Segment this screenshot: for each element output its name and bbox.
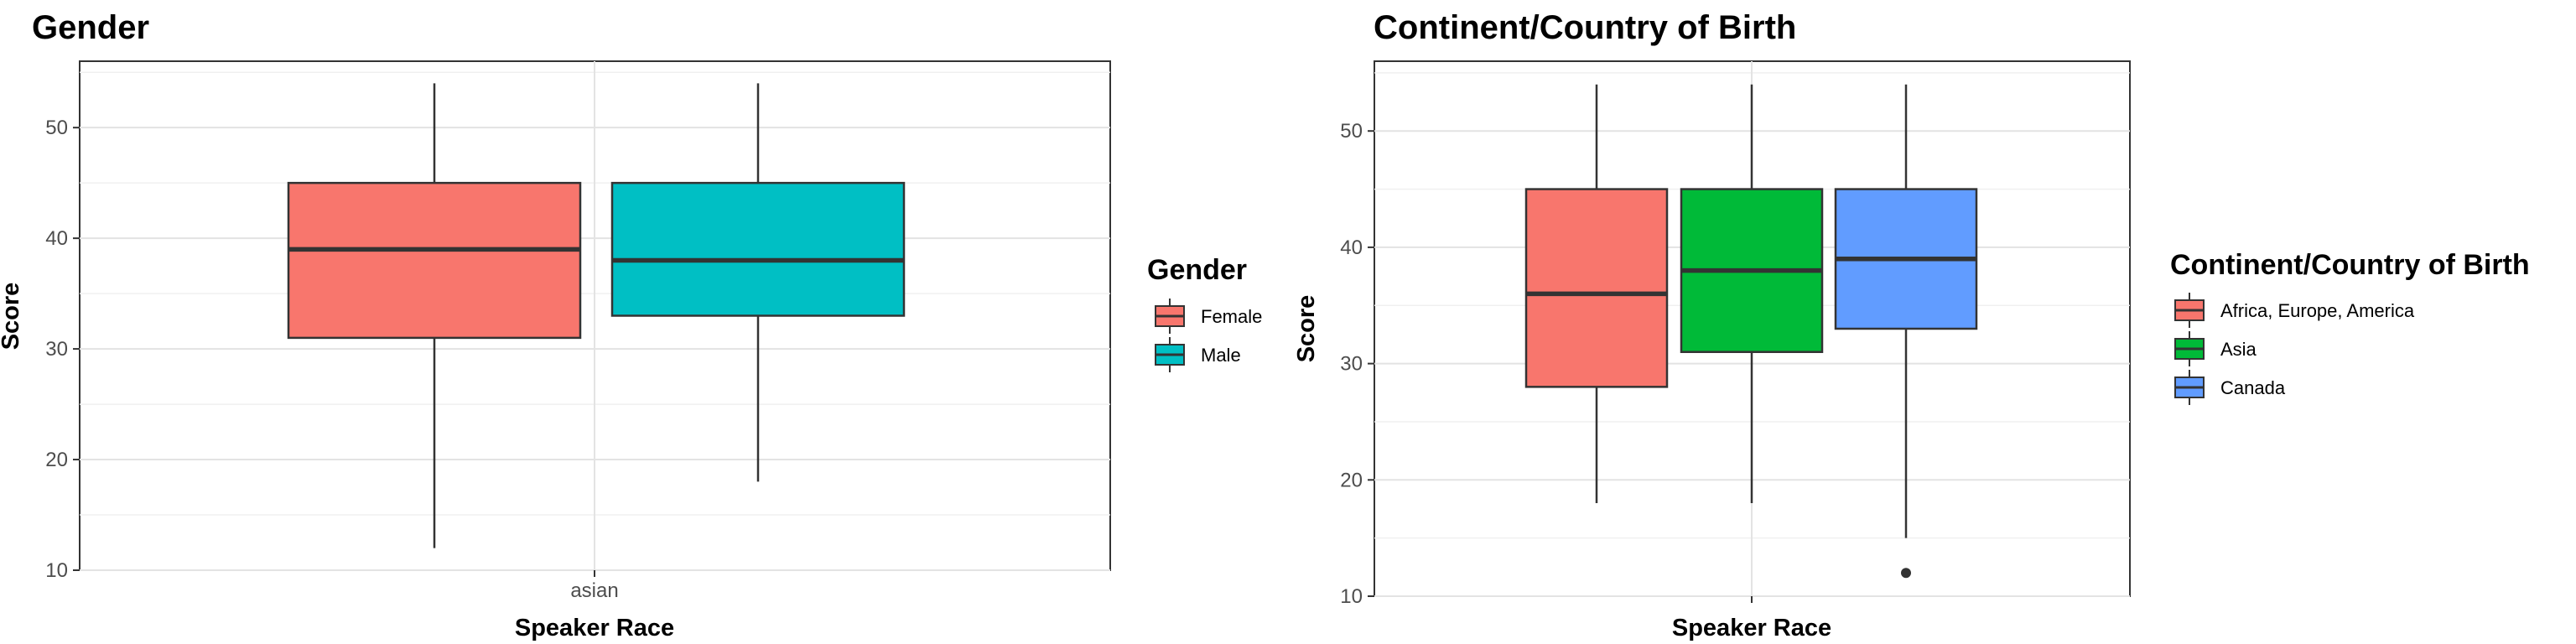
grid-lines (80, 61, 1110, 571)
x-axis-ticks: asian (570, 570, 619, 602)
x-tick-label: asian (570, 579, 618, 602)
y-tick-label: 20 (45, 449, 68, 471)
chart-title: Gender (32, 9, 149, 46)
legend-label: Male (1201, 345, 1241, 366)
outlier-point (1901, 568, 1911, 579)
box-asia (1680, 84, 1824, 504)
legend: Africa, Europe, America Asia Canada (2174, 293, 2415, 405)
box-canada (1834, 84, 1978, 579)
y-axis-title: Score (1293, 295, 1320, 363)
legend-label: Asia (2220, 339, 2257, 360)
box-male (610, 83, 906, 482)
gender-chart: Gender 10 20 30 40 50 asian Speaker Race Sco… (0, 9, 1262, 641)
legend-label: Africa, Europe, America (2220, 300, 2415, 321)
legend-item: Canada (2174, 370, 2286, 405)
y-tick-label: 50 (45, 117, 68, 139)
legend-item: Africa, Europe, America (2174, 293, 2415, 328)
y-tick-label: 40 (45, 227, 68, 250)
chart-title: Continent/Country of Birth (1374, 9, 1796, 46)
box-layer (287, 83, 906, 548)
x-axis-title: Speaker Race (515, 615, 674, 641)
box-body (610, 181, 906, 317)
legend: Female Male (1155, 299, 1262, 372)
box-body (287, 181, 582, 340)
box-africa-europe-america (1524, 84, 1669, 504)
legend-item: Female (1155, 299, 1262, 334)
legend-label: Canada (2220, 377, 2286, 398)
y-tick-label: 10 (45, 559, 68, 582)
continent-chart: Continent/Country of Birth 10 20 30 40 50 Sp… (1293, 9, 2530, 641)
legend-title: Gender (1147, 254, 1247, 286)
y-tick-label: 20 (1340, 469, 1363, 491)
y-axis-ticks: 10 20 30 40 50 (45, 117, 80, 582)
y-axis-title: Score (0, 283, 24, 351)
y-tick-label: 10 (1340, 585, 1363, 608)
x-axis-title: Speaker Race (1672, 615, 1831, 641)
y-tick-label: 30 (45, 338, 68, 361)
y-tick-label: 50 (1340, 120, 1363, 143)
box-female (287, 83, 582, 548)
legend-item: Asia (2174, 331, 2257, 366)
legend-title: Continent/Country of Birth (2170, 249, 2530, 281)
legend-label: Female (1201, 306, 1262, 327)
y-tick-label: 40 (1340, 236, 1363, 259)
box-body (1524, 188, 1669, 388)
y-axis-ticks: 10 20 30 40 50 (1340, 120, 1374, 608)
legend-item: Male (1155, 337, 1241, 372)
y-tick-label: 30 (1340, 353, 1363, 376)
box-layer (1524, 84, 1978, 579)
